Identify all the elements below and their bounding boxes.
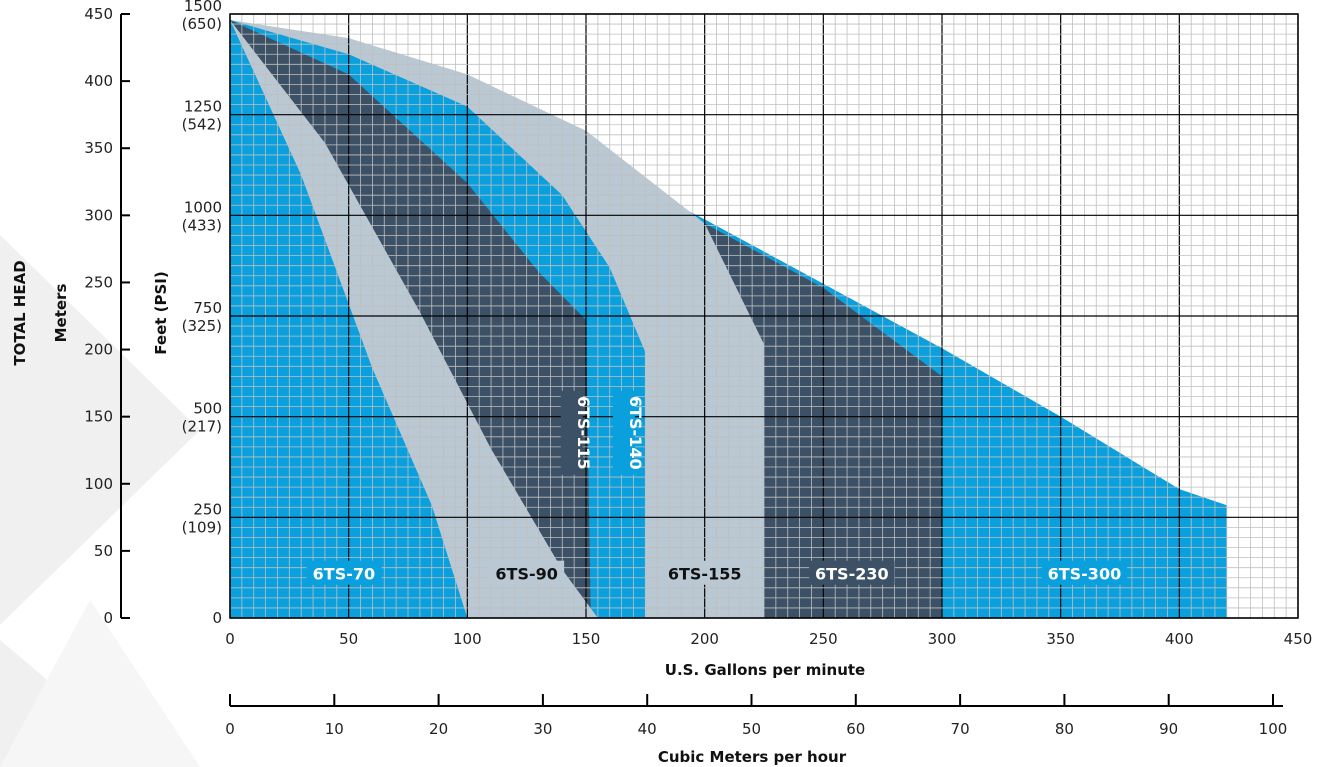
label-6ts-70: 6TS-70 (306, 560, 382, 585)
meters-tick-label: 450 (84, 5, 113, 23)
gpm-tick-label: 350 (1046, 630, 1075, 648)
x2-tick-label: 60 (846, 720, 865, 738)
meters-tick-label: 350 (84, 139, 113, 157)
meters-tick-label: 200 (84, 341, 113, 359)
psi-tick-label: (325) (182, 317, 222, 335)
feet-tick-label: 1000 (184, 198, 222, 216)
gpm-tick-label: 50 (339, 630, 358, 648)
x2-tick-label: 70 (951, 720, 970, 738)
axes: 0501001502002503003504004500250(109)500(… (84, 0, 1312, 738)
psi-tick-label: (433) (182, 216, 222, 234)
psi-tick-label: (650) (182, 15, 222, 33)
meters-tick-label: 0 (103, 609, 113, 627)
x2-axis-title: Cubic Meters per hour (658, 748, 847, 766)
feet-axis-title: Feet (PSI) (152, 271, 170, 354)
meters-tick-label: 300 (84, 206, 113, 224)
feet-tick-label: 1250 (184, 98, 222, 116)
gpm-tick-label: 0 (225, 630, 235, 648)
series-labels: 6TS-300 6TS-230 6TS-155 6TS-140 6TS-115 6TS-9… (306, 390, 1128, 585)
meters-tick-label: 250 (84, 273, 113, 291)
gpm-tick-label: 250 (809, 630, 838, 648)
meters-tick-label: 50 (94, 542, 113, 560)
gpm-tick-label: 300 (928, 630, 957, 648)
meters-tick-label: 100 (84, 475, 113, 493)
label-6ts-115: 6TS-115 (560, 390, 593, 475)
plot-frame (229, 13, 1299, 619)
gpm-tick-label: 450 (1284, 630, 1313, 648)
x2-tick-label: 20 (429, 720, 448, 738)
gpm-tick-label: 100 (453, 630, 482, 648)
meters-tick-label: 150 (84, 408, 113, 426)
label-6ts-230: 6TS-230 (809, 560, 895, 585)
left-axis-subtitle: Meters (52, 284, 70, 343)
psi-tick-label: (109) (182, 518, 222, 536)
gpm-tick-label: 200 (690, 630, 719, 648)
svg-text:6TS-155: 6TS-155 (668, 565, 742, 584)
svg-text:6TS-140: 6TS-140 (626, 396, 645, 470)
x-axis-title: U.S. Gallons per minute (665, 661, 865, 679)
x2-tick-label: 50 (742, 720, 761, 738)
x2-tick-label: 10 (325, 720, 344, 738)
psi-tick-label: (542) (182, 116, 222, 134)
feet-tick-label: 500 (193, 400, 222, 418)
meters-tick-label: 400 (84, 72, 113, 90)
label-6ts-300: 6TS-300 (1041, 560, 1128, 585)
gpm-tick-label: 150 (572, 630, 601, 648)
left-axis-title: TOTAL HEAD (11, 260, 29, 365)
x2-tick-label: 100 (1259, 720, 1288, 738)
feet-tick-label: 0 (212, 609, 222, 627)
x2-tick-label: 0 (225, 720, 235, 738)
svg-text:6TS-115: 6TS-115 (574, 396, 593, 470)
feet-tick-label: 1500 (184, 0, 222, 15)
x2-tick-label: 40 (638, 720, 657, 738)
x2-tick-label: 30 (533, 720, 552, 738)
gpm-tick-label: 400 (1165, 630, 1194, 648)
label-6ts-90: 6TS-90 (489, 560, 565, 585)
label-6ts-155: 6TS-155 (661, 560, 748, 585)
svg-text:6TS-230: 6TS-230 (815, 565, 889, 584)
x2-tick-label: 80 (1055, 720, 1074, 738)
feet-tick-label: 250 (193, 500, 222, 518)
feet-tick-label: 750 (193, 299, 222, 317)
label-6ts-140: 6TS-140 (612, 390, 645, 475)
grid-lines (229, 13, 1299, 619)
svg-text:6TS-90: 6TS-90 (495, 565, 557, 584)
svg-text:6TS-300: 6TS-300 (1048, 565, 1122, 584)
psi-tick-label: (217) (182, 418, 222, 436)
svg-text:6TS-70: 6TS-70 (313, 565, 375, 584)
x2-tick-label: 90 (1159, 720, 1178, 738)
background-watermark (0, 235, 200, 767)
